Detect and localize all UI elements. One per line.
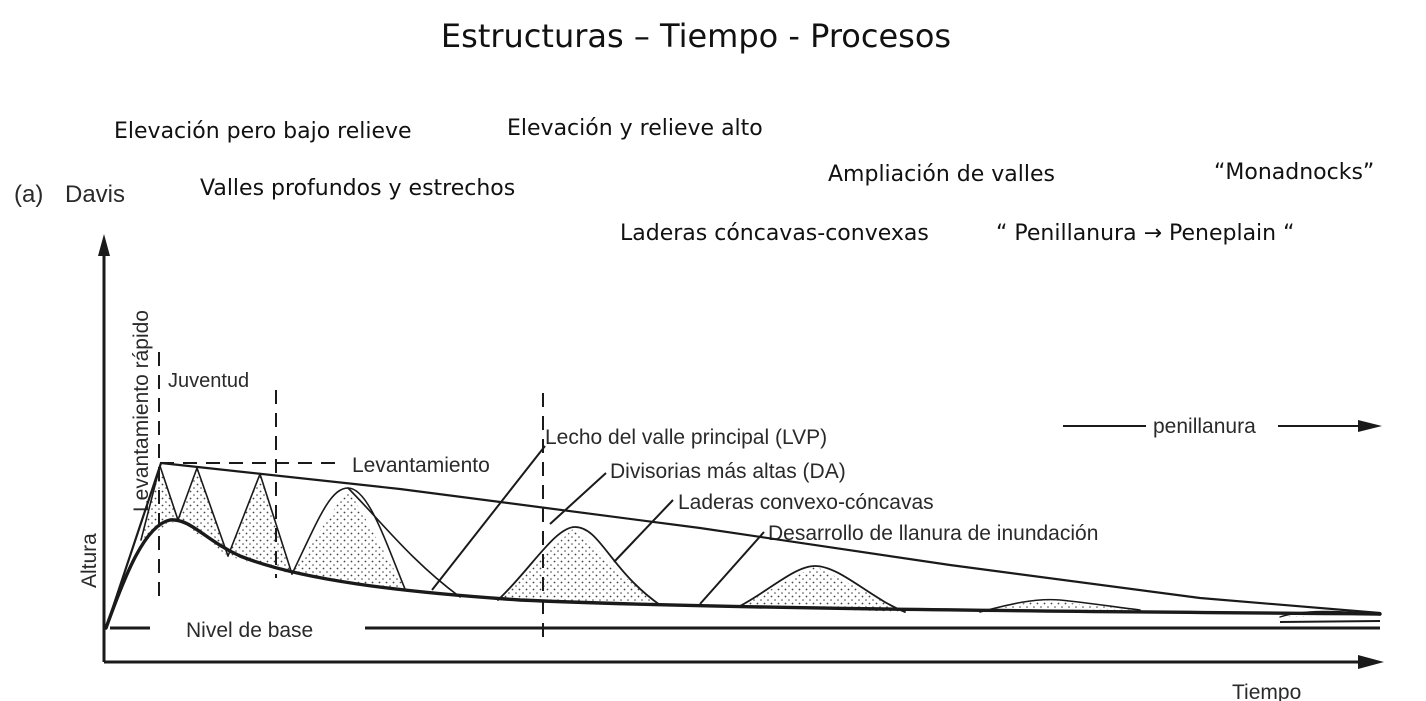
highest-divides-curve [106, 463, 1380, 628]
nivel-base-label: Nivel de base [186, 619, 313, 642]
penillanura-arrow-icon [1358, 420, 1382, 432]
laderas-convexo-concavas-label: Laderas convexo-cóncavas [678, 491, 934, 514]
llanura-leader [700, 532, 764, 604]
laderas-leader [614, 500, 673, 562]
penillanura-label: penillanura [1153, 415, 1256, 438]
y-axis-arrow-icon [98, 234, 110, 256]
da-leader [550, 473, 606, 524]
juventud-label: Juventud [168, 370, 249, 392]
model-label: Davis [65, 181, 125, 208]
y-axis-label: Altura [78, 533, 101, 588]
valley-floor-curve [106, 520, 1380, 628]
levantamiento-label: Levantamiento [352, 454, 490, 477]
x-axis-arrow-icon [1358, 655, 1384, 669]
x-axis-label: Tiempo [1232, 681, 1301, 701]
panel-label: (a) [14, 181, 43, 208]
da-label: Divisorias más altas (DA) [610, 460, 846, 483]
base-level-line-upper [1280, 621, 1380, 622]
uplift-label: Levantamiento rápido [130, 310, 153, 512]
lvp-label: Lecho del valle principal (LVP) [545, 426, 827, 449]
llanura-label: Desarrollo de llanura de inundación [768, 522, 1098, 545]
